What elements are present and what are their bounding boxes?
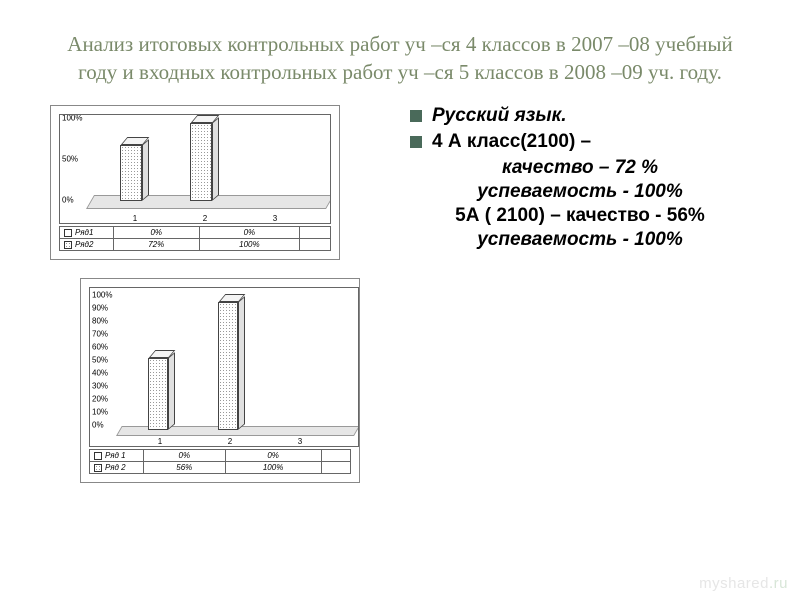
bullet-text: 4 А класс(2100) – (432, 131, 591, 153)
slide-title: Анализ итоговых контрольных работ уч –ся… (50, 30, 750, 87)
chart2-ytick: 0% (92, 420, 104, 429)
chart2-ytick: 90% (92, 303, 108, 312)
chart2-ytick: 40% (92, 368, 108, 377)
chart-2-plot: 0% 10% 20% 30% 40% 50% 60% 70% 80% 90% 1… (89, 287, 359, 447)
chart-1-plot: 0% 50% 100% 1 2 (59, 114, 331, 224)
table-row: Ряд1 0% 0% (60, 226, 331, 238)
bullet-text: Русский язык. (432, 105, 567, 127)
cell: 0% (199, 226, 300, 238)
chart-2: 0% 10% 20% 30% 40% 50% 60% 70% 80% 90% 1… (80, 278, 360, 483)
watermark-text: myshared (699, 575, 769, 592)
cell (300, 238, 331, 250)
charts-column: 0% 50% 100% 1 2 (50, 105, 380, 483)
cell: 100% (225, 461, 321, 473)
chart-1: 0% 50% 100% 1 2 (50, 105, 340, 260)
chart1-ytick: 50% (62, 154, 78, 163)
text-line: успеваемость - 100% (410, 229, 750, 251)
text-column: Русский язык. 4 А класс(2100) – качество… (410, 105, 750, 483)
chart1-ytick: 100% (62, 114, 82, 123)
table-row: Ряд2 72% 100% (60, 238, 331, 250)
bullet-item-2: 4 А класс(2100) – (410, 131, 750, 153)
chart2-xtick: 2 (228, 437, 232, 446)
chart2-ytick: 100% (92, 290, 112, 299)
chart2-ytick: 60% (92, 342, 108, 351)
slide: Анализ итоговых контрольных работ уч –ся… (0, 0, 800, 600)
watermark-text: .ru (769, 575, 788, 592)
chart1-ytick: 0% (62, 195, 74, 204)
cell (300, 226, 331, 238)
series-label: Ряд2 (75, 240, 93, 249)
cell: 0% (144, 449, 226, 461)
chart1-xtick: 2 (203, 214, 207, 223)
chart2-ytick: 30% (92, 381, 108, 390)
cell: 100% (199, 238, 300, 250)
series-label: Ряд 2 (105, 463, 126, 472)
series-label: Ряд1 (75, 228, 93, 237)
cell (321, 449, 350, 461)
bullet-item-1: Русский язык. (410, 105, 750, 127)
cell: 56% (144, 461, 226, 473)
cell: 0% (114, 226, 200, 238)
square-bullet-icon (410, 110, 422, 122)
chart-1-table: Ряд1 0% 0% Ряд2 72% 100% (59, 226, 331, 251)
chart2-ytick: 10% (92, 407, 108, 416)
cell (321, 461, 350, 473)
text-line: 5А ( 2100) – качество - 56% (410, 205, 750, 227)
watermark: myshared.ru (699, 575, 788, 592)
table-row: Ряд 2 56% 100% (90, 461, 351, 473)
chart2-ytick: 20% (92, 394, 108, 403)
content-row: 0% 50% 100% 1 2 (50, 105, 750, 483)
cell: 0% (225, 449, 321, 461)
chart2-ytick: 70% (92, 329, 108, 338)
chart2-xtick: 3 (298, 437, 302, 446)
chart2-xtick: 1 (158, 437, 162, 446)
chart2-ytick: 80% (92, 316, 108, 325)
chart1-xtick: 3 (273, 214, 277, 223)
chart1-xtick: 1 (133, 214, 137, 223)
series-label: Ряд 1 (105, 451, 126, 460)
table-row: Ряд 1 0% 0% (90, 449, 351, 461)
chart-2-table: Ряд 1 0% 0% Ряд 2 56% 100% (89, 449, 351, 474)
cell: 72% (114, 238, 200, 250)
square-bullet-icon (410, 136, 422, 148)
text-line: качество – 72 % (410, 157, 750, 179)
chart2-ytick: 50% (92, 355, 108, 364)
text-line: успеваемость - 100% (410, 181, 750, 203)
